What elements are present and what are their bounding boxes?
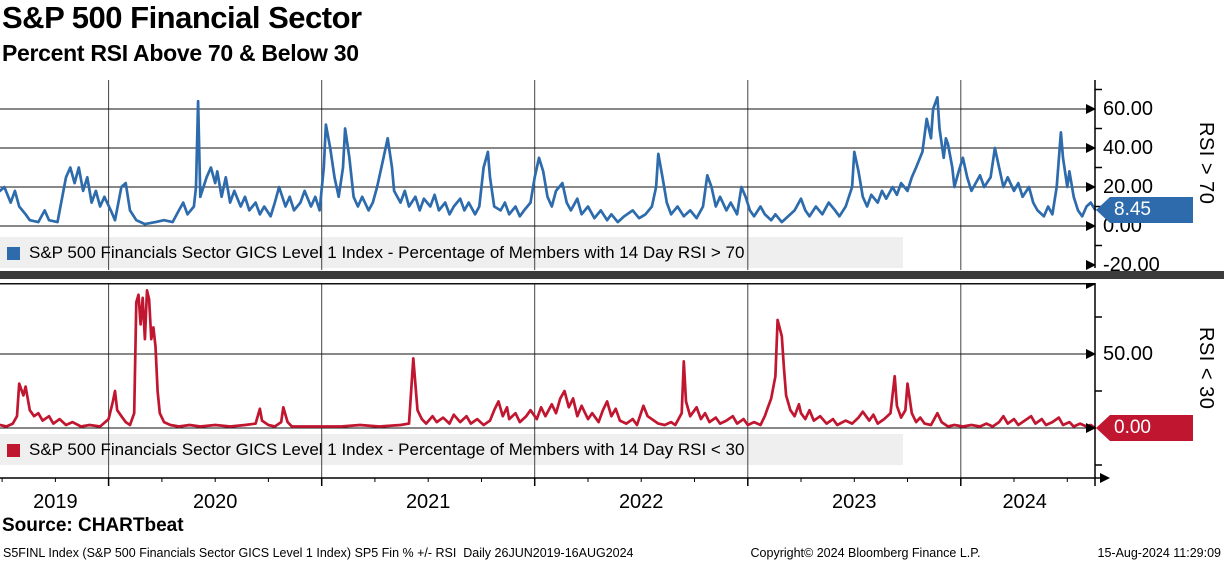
footer-timestamp: 15-Aug-2024 11:29:09 <box>1097 546 1221 560</box>
y-axis-title-rsi-below-30: RSI < 30 <box>1195 327 1217 410</box>
tick-arrow-icon <box>1086 423 1096 433</box>
tick-arrow-icon <box>1086 260 1096 270</box>
y-tick-label: 20.00 <box>1103 176 1153 198</box>
chart-subtitle: Percent RSI Above 70 & Below 30 <box>2 40 359 66</box>
last-value-tag-rsi-below-30: 0.00 <box>1096 415 1193 441</box>
x-year-label: 2020 <box>193 491 238 513</box>
y-tick-label: 40.00 <box>1103 137 1153 159</box>
legend-rsi-above-70-label: S&P 500 Financials Sector GICS Level 1 I… <box>29 243 745 262</box>
x-year-label: 2021 <box>406 491 451 513</box>
tick-arrow-icon <box>1086 104 1096 114</box>
blue-series-marker-icon <box>7 246 20 260</box>
red-series-marker-icon <box>7 443 20 457</box>
tick-arrow-icon <box>1086 349 1096 359</box>
y-axis-title-rsi-above-70: RSI > 70 <box>1195 122 1217 205</box>
x-year-label: 2022 <box>619 491 664 513</box>
footer: S5FINL Index (S&P 500 Financials Sector … <box>3 546 1221 560</box>
tick-arrow-icon <box>1086 143 1096 153</box>
chart-title: S&P 500 Financial Sector <box>2 0 362 35</box>
x-year-label: 2023 <box>832 491 877 513</box>
y-tick-label: -20.00 <box>1103 254 1160 276</box>
rsi-below-30-chart-panel: 50.00 2019 2020 2021 2022 2023 2024 <box>0 283 1153 513</box>
legend-strip <box>0 237 903 268</box>
last-value-tag-rsi-above-70: 8.45 <box>1096 197 1193 223</box>
tick-arrow-icon <box>1086 182 1096 192</box>
legend-rsi-below-30-label: S&P 500 Financials Sector GICS Level 1 I… <box>29 440 745 459</box>
legend-rsi-above-70: S&P 500 Financials Sector GICS Level 1 I… <box>7 240 744 266</box>
footer-copyright: Copyright© 2024 Bloomberg Finance L.P. <box>750 546 981 560</box>
svg-top-series-line <box>0 95 1097 226</box>
x-year-label: 2024 <box>1002 491 1047 513</box>
axis-arrow-icon <box>1086 283 1096 289</box>
x-axis-arrow-icon <box>1100 473 1110 483</box>
x-year-label: 2019 <box>33 491 78 513</box>
footer-security-description: S5FINL Index (S&P 500 Financials Sector … <box>3 546 634 560</box>
y-tick-label: 50.00 <box>1103 343 1153 365</box>
y-tick-label: 60.00 <box>1103 98 1153 120</box>
legend-rsi-below-30: S&P 500 Financials Sector GICS Level 1 I… <box>7 437 744 463</box>
panel-separator <box>0 271 1224 279</box>
legend-strip <box>0 434 903 465</box>
source-line: Source: CHARTbeat <box>2 515 184 536</box>
tick-arrow-icon <box>1086 221 1096 231</box>
svg-bottom-series-line <box>0 289 1097 430</box>
